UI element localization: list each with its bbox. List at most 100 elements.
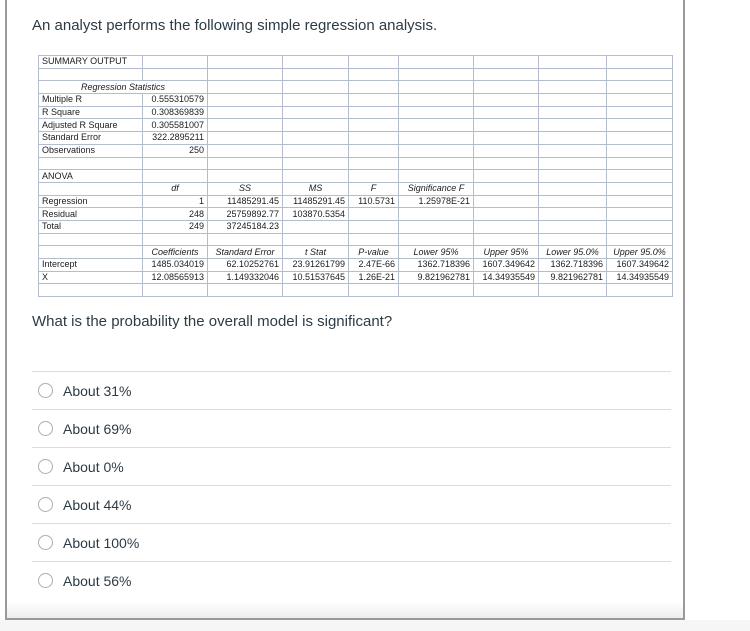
empty-cell xyxy=(282,156,349,171)
empty-cell xyxy=(398,93,474,107)
anova-header-sig-f: Significance F xyxy=(398,181,474,196)
question-card: An analyst performs the following simple… xyxy=(5,0,685,620)
empty-cell xyxy=(538,105,607,120)
anova-residual-ss: 25759892.77 xyxy=(207,207,283,221)
empty-cell xyxy=(538,232,607,247)
empty-cell xyxy=(606,181,673,196)
option-about-44[interactable]: About 44% xyxy=(32,485,671,523)
radio-button-icon[interactable] xyxy=(38,497,53,512)
intercept-standard-error: 62.10252761 xyxy=(207,258,283,272)
adj-r-square-value: 0.305581007 xyxy=(142,118,208,133)
r-square-value: 0.308369839 xyxy=(142,105,208,120)
empty-cell xyxy=(38,181,143,196)
coef-header-t-stat: t Stat xyxy=(282,245,349,259)
intercept-lower-95: 1362.718396 xyxy=(398,258,474,272)
empty-cell xyxy=(606,105,673,120)
empty-cell xyxy=(142,67,208,82)
empty-cell xyxy=(473,207,539,221)
row-regstats-title: Regression Statistics xyxy=(38,80,673,95)
question-subprompt: What is the probability the overall mode… xyxy=(32,313,393,330)
coef-header-lower-950: Lower 95.0% xyxy=(538,245,607,259)
empty-cell xyxy=(606,118,673,133)
option-label: About 31% xyxy=(63,382,132,399)
radio-button-icon[interactable] xyxy=(38,535,53,550)
row-anova-total: Total 249 37245184.23 xyxy=(38,219,673,234)
r-square-label: R Square xyxy=(38,105,143,120)
radio-button-icon[interactable] xyxy=(38,421,53,436)
empty-cell xyxy=(282,232,349,247)
anova-header-df: df xyxy=(142,181,208,196)
empty-cell xyxy=(142,169,208,183)
empty-cell xyxy=(538,67,607,82)
empty-cell xyxy=(473,131,539,145)
empty-cell xyxy=(282,283,349,298)
observations-label: Observations xyxy=(38,143,143,158)
row-summary-output: SUMMARY OUTPUT xyxy=(38,55,673,69)
option-about-0[interactable]: About 0% xyxy=(32,447,671,485)
empty-cell xyxy=(473,219,539,234)
empty-cell xyxy=(398,105,474,120)
empty-cell xyxy=(207,80,283,95)
empty-cell xyxy=(606,80,673,95)
anova-header-ms: MS xyxy=(282,181,349,196)
anova-header-ss: SS xyxy=(207,181,283,196)
standard-error-label: Standard Error xyxy=(38,131,143,145)
radio-button-icon[interactable] xyxy=(38,383,53,398)
empty-cell xyxy=(398,207,474,221)
empty-cell xyxy=(606,67,673,82)
empty-cell xyxy=(538,55,607,69)
empty-cell xyxy=(207,55,283,69)
empty-cell xyxy=(473,93,539,107)
empty-cell xyxy=(538,283,607,298)
x-p-value: 1.26E-21 xyxy=(348,270,399,285)
option-about-31[interactable]: About 31% xyxy=(32,371,671,409)
empty-cell xyxy=(473,194,539,209)
option-about-69[interactable]: About 69% xyxy=(32,409,671,447)
intercept-t-stat: 23.91261799 xyxy=(282,258,349,272)
regstats-title-cell: Regression Statistics xyxy=(38,80,208,95)
x-lower-95: 9.821962781 xyxy=(398,270,474,285)
coef-header-standard-error: Standard Error xyxy=(207,245,283,259)
option-label: About 0% xyxy=(63,458,124,475)
coef-header-p-value: P-value xyxy=(348,245,399,259)
option-about-56[interactable]: About 56% xyxy=(32,561,671,599)
empty-cell xyxy=(398,67,474,82)
empty-cell xyxy=(398,143,474,158)
anova-total-label: Total xyxy=(38,219,143,234)
x-coefficient: 12.08565913 xyxy=(142,270,208,285)
anova-regression-ms: 11485291.45 xyxy=(282,194,349,209)
row-coef-intercept: Intercept 1485.034019 62.10252761 23.912… xyxy=(38,258,673,272)
empty-cell xyxy=(207,169,283,183)
empty-cell xyxy=(606,207,673,221)
empty-cell xyxy=(348,207,399,221)
empty-cell xyxy=(348,143,399,158)
option-label: About 69% xyxy=(63,420,132,437)
option-about-100[interactable]: About 100% xyxy=(32,523,671,561)
x-lower-950: 9.821962781 xyxy=(538,270,607,285)
empty-cell xyxy=(142,156,208,171)
empty-cell xyxy=(207,143,283,158)
radio-button-icon[interactable] xyxy=(38,459,53,474)
anova-regression-f: 110.5731 xyxy=(348,194,399,209)
empty-cell xyxy=(348,55,399,69)
empty-cell xyxy=(398,131,474,145)
empty-cell xyxy=(606,156,673,171)
coef-header-coefficients: Coefficients xyxy=(142,245,208,259)
empty-cell xyxy=(606,283,673,298)
card-footer-shade xyxy=(7,602,683,618)
empty-cell xyxy=(282,131,349,145)
question-prompt: An analyst performs the following simple… xyxy=(32,17,438,34)
empty-cell xyxy=(282,55,349,69)
radio-button-icon[interactable] xyxy=(38,573,53,588)
empty-cell xyxy=(207,118,283,133)
intercept-upper-950: 1607.349642 xyxy=(606,258,673,272)
empty-cell xyxy=(606,232,673,247)
anova-residual-df: 248 xyxy=(142,207,208,221)
row-coef-x: X 12.08565913 1.149332046 10.51537645 1.… xyxy=(38,270,673,285)
empty-cell xyxy=(398,232,474,247)
empty-cell xyxy=(473,67,539,82)
anova-total-ss: 37245184.23 xyxy=(207,219,283,234)
anova-regression-df: 1 xyxy=(142,194,208,209)
anova-residual-label: Residual xyxy=(38,207,143,221)
